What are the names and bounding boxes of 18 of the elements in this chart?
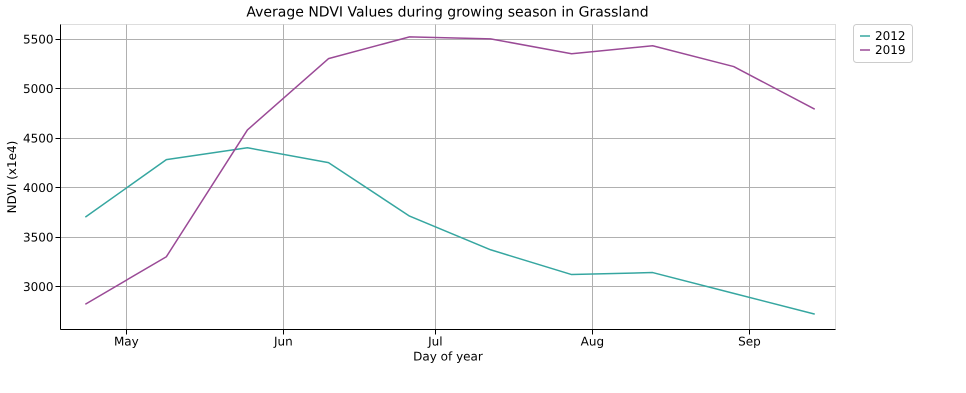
x-tick-label: Sep xyxy=(738,334,761,348)
y-tick-label: 3500 xyxy=(22,230,54,244)
x-tick-label: Jun xyxy=(273,334,293,348)
y-axis-title: NDVI (x1e4) xyxy=(4,140,19,214)
y-tick-label: 4000 xyxy=(22,180,54,195)
y-tick-label: 5000 xyxy=(22,82,54,96)
x-axis-title: Day of year xyxy=(413,350,483,364)
x-tick-label: May xyxy=(114,334,139,348)
legend-label: 2019 xyxy=(875,43,906,57)
y-tick-label: 5500 xyxy=(22,32,54,46)
line-series xyxy=(84,147,816,315)
legend-label: 2012 xyxy=(875,29,906,43)
chart-title: Average NDVI Values during growing season in Grassland xyxy=(246,4,649,20)
y-tick-label: 4500 xyxy=(22,131,54,146)
line-series xyxy=(84,36,816,305)
x-tick-label: Aug xyxy=(580,334,604,348)
y-tick-label: 3000 xyxy=(22,280,54,294)
x-tick-label: Jul xyxy=(427,334,443,348)
